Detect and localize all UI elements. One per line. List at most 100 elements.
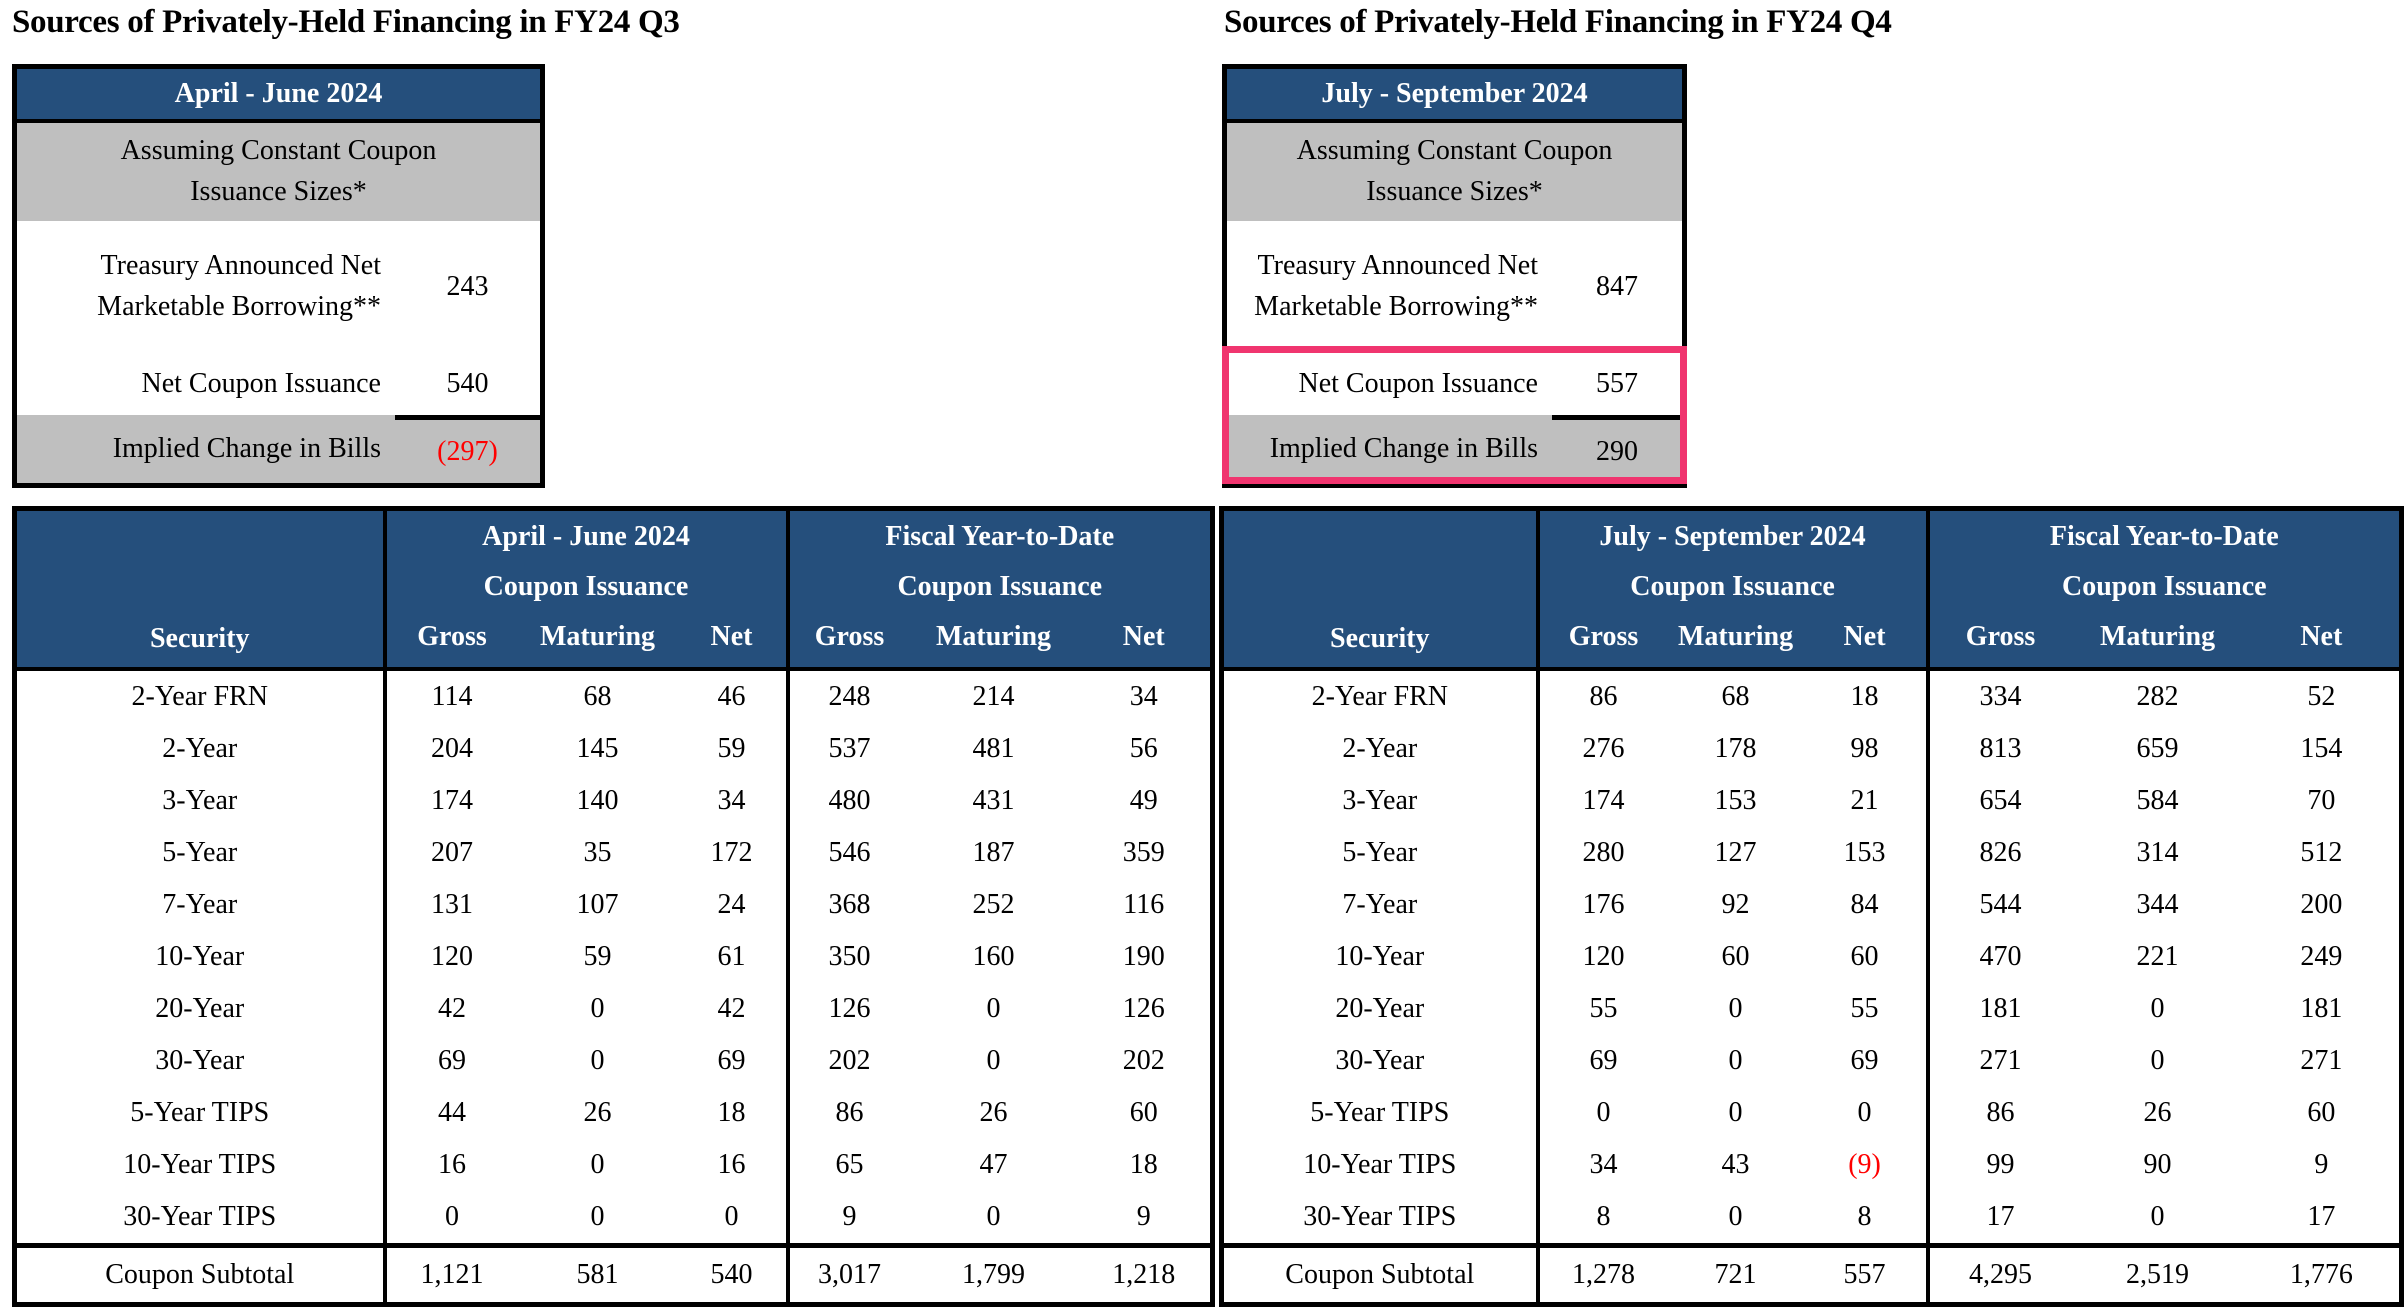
subtotal-value: 721 — [1667, 1243, 1804, 1305]
coupon-table-q3: Security April - June 2024 Coupon Issuan… — [12, 506, 1216, 1307]
period-label: April - June 2024 — [482, 521, 690, 552]
summary-assumption-row: Assuming Constant Coupon Issuance Sizes* — [17, 123, 540, 221]
security-cell: 10-Year TIPS — [1303, 1149, 1457, 1180]
summary-assumption-label: Assuming Constant Coupon Issuance Sizes* — [1296, 135, 1613, 207]
period-section-header: July - September 2024 Coupon Issuance — [1535, 508, 1928, 611]
value-cell: 114 — [382, 669, 518, 723]
summary-row-borrowing: Treasury Announced Net Marketable Borrow… — [17, 221, 540, 353]
col-header-gross: Gross — [1535, 611, 1668, 669]
value-cell: 271 — [2300, 1045, 2343, 1076]
table-row: 10-Year 120 59 61 350 160 190 — [15, 931, 1213, 983]
value-cell: 181 — [2300, 993, 2343, 1024]
security-cell: 7-Year — [162, 889, 238, 920]
security-cell: 20-Year — [1335, 993, 1425, 1024]
summary-box-q4: July - September 2024 Assuming Constant … — [1222, 64, 1687, 488]
value-cell: 26 — [583, 1097, 612, 1128]
fytd-label: Fiscal Year-to-Date — [885, 521, 1115, 552]
table-row: 5-Year 207 35 172 546 187 359 — [15, 827, 1213, 879]
col-header-net: Net — [2243, 611, 2402, 669]
value-cell: 68 — [583, 681, 612, 712]
subtotal-value: 1,218 — [1077, 1243, 1213, 1305]
value-cell: 55 — [1850, 993, 1879, 1024]
security-cell: 10-Year TIPS — [123, 1149, 277, 1180]
value-cell: 116 — [1123, 889, 1165, 920]
value-cell: 174 — [382, 775, 518, 827]
value-cell: 249 — [2300, 941, 2343, 972]
value-cell: 55 — [1535, 983, 1668, 1035]
value-cell: 207 — [382, 827, 518, 879]
value-cell: 368 — [785, 879, 910, 931]
value-cell: 544 — [1925, 879, 2072, 931]
summary-row-borrowing: Treasury Announced Net Marketable Borrow… — [1227, 221, 1682, 353]
value-cell: 187 — [972, 837, 1015, 868]
value-cell: 431 — [972, 785, 1015, 816]
security-cell: 2-Year — [162, 733, 238, 764]
value-cell: 0 — [590, 1149, 605, 1180]
security-cell: 3-Year — [162, 785, 238, 816]
security-cell: 2-Year FRN — [1311, 681, 1448, 712]
summary-row-label: Net Coupon Issuance — [141, 367, 381, 399]
value-cell: 120 — [382, 931, 518, 983]
value-cell: 47 — [979, 1149, 1008, 1180]
summary-row-value: 540 — [446, 368, 489, 399]
coupon-table-q4: Security July - September 2024 Coupon Is… — [1219, 506, 2405, 1307]
value-cell: 153 — [1714, 785, 1757, 816]
value-cell: 84 — [1850, 889, 1879, 920]
value-cell: 92 — [1721, 889, 1750, 920]
coupon-issuance-tables: Security April - June 2024 Coupon Issuan… — [12, 506, 2405, 1307]
value-cell: 59 — [717, 733, 746, 764]
subtotal-value: 1,776 — [2243, 1243, 2402, 1305]
summary-assumption-row: Assuming Constant Coupon Issuance Sizes* — [1227, 123, 1682, 221]
value-cell: 0 — [724, 1201, 739, 1232]
subtotal-value: 581 — [517, 1243, 678, 1305]
table-row: 30-Year 69 0 69 202 0 202 — [15, 1035, 1213, 1087]
security-cell: 5-Year — [162, 837, 238, 868]
value-cell: 0 — [1728, 1045, 1743, 1076]
value-cell: 46 — [717, 681, 746, 712]
summary-row-label: Net Coupon Issuance — [1298, 367, 1538, 399]
subtotal-row: Coupon Subtotal 1,121 581 540 3,017 1,79… — [14, 1243, 1213, 1305]
table-row: 20-Year 42 0 42 126 0 126 — [15, 983, 1213, 1035]
summary-period-header: July - September 2024 — [1227, 69, 1682, 123]
value-cell: 0 — [2150, 1201, 2165, 1232]
table-row: 10-Year TIPS 16 0 16 65 47 18 — [15, 1139, 1213, 1191]
subtotal-value: 4,295 — [1925, 1243, 2072, 1305]
col-header-net: Net — [1803, 611, 1928, 669]
value-cell: 512 — [2300, 837, 2343, 868]
value-cell: 120 — [1535, 931, 1668, 983]
value-cell: 18 — [717, 1097, 746, 1128]
value-cell: 537 — [785, 723, 910, 775]
value-cell: 42 — [717, 993, 746, 1024]
col-header-maturing: Maturing — [1667, 611, 1804, 669]
summary-row-label: Treasury Announced Net Marketable Borrow… — [97, 250, 381, 322]
value-cell: 481 — [972, 733, 1015, 764]
page-title-q4: Sources of Privately-Held Financing in F… — [1224, 4, 1892, 40]
value-cell: 98 — [1850, 733, 1879, 764]
value-cell: 546 — [785, 827, 910, 879]
summary-row-value: 557 — [1596, 368, 1638, 399]
value-cell: 17 — [1925, 1191, 2072, 1246]
value-cell: 202 — [785, 1035, 910, 1087]
col-header-maturing: Maturing — [2071, 611, 2244, 669]
summary-assumption-label: Assuming Constant Coupon Issuance Sizes* — [120, 135, 437, 207]
value-cell: 69 — [1850, 1045, 1879, 1076]
security-cell: 5-Year — [1342, 837, 1418, 868]
table-row: 5-Year TIPS 0 0 0 86 26 60 — [1222, 1087, 2402, 1139]
value-cell: 16 — [717, 1149, 746, 1180]
fytd-label: Fiscal Year-to-Date — [2049, 521, 2279, 552]
subtotal-value: 1,121 — [382, 1243, 518, 1305]
value-cell: 480 — [785, 775, 910, 827]
value-cell: 0 — [1728, 1097, 1743, 1128]
value-cell: 56 — [1129, 733, 1158, 764]
value-cell: 282 — [2136, 681, 2179, 712]
value-cell: 204 — [382, 723, 518, 775]
col-header-gross: Gross — [382, 611, 518, 669]
coupon-issuance-label: Coupon Issuance — [483, 571, 689, 602]
value-cell: 174 — [1535, 775, 1668, 827]
value-cell: 145 — [576, 733, 619, 764]
value-cell: 214 — [972, 681, 1015, 712]
value-cell: 0 — [382, 1191, 518, 1246]
fytd-section-header: Fiscal Year-to-Date Coupon Issuance — [1925, 508, 2402, 611]
value-cell: 190 — [1122, 941, 1165, 972]
value-cell: 280 — [1535, 827, 1668, 879]
